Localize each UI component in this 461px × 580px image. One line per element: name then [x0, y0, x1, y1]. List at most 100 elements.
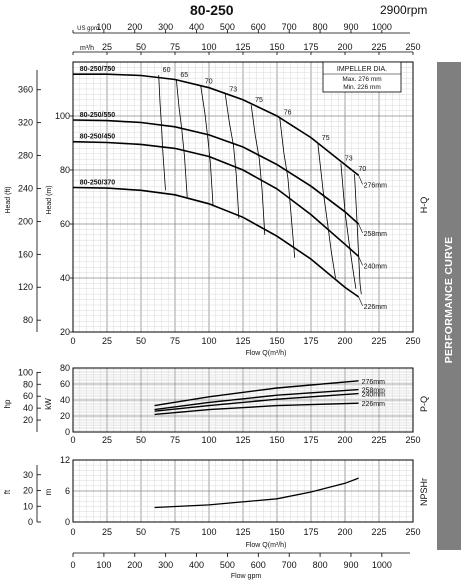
pq-hp-tick-label: 80: [23, 379, 33, 389]
pq-kw-tick-label: 0: [65, 427, 70, 437]
pq-hp-tick-label: 100: [18, 367, 33, 377]
top-m3h-tick-label: 150: [269, 42, 284, 52]
pq-hp-tick-label: 40: [23, 403, 33, 413]
npsh-flow-tick-label: 50: [136, 527, 146, 537]
pq-hp-tick-label: 60: [23, 391, 33, 401]
efficiency-curve: [176, 80, 188, 198]
efficiency-label: 73: [345, 155, 353, 162]
npsh-curve: [154, 477, 359, 509]
hq-flow-tick-label: 75: [170, 336, 180, 346]
pq-flow-tick-label: 225: [371, 435, 386, 445]
efficiency-label: 73: [229, 86, 237, 93]
impeller-legend-min: Min. 226 mm: [343, 84, 381, 91]
hq-flow-tick-label: 0: [70, 336, 75, 346]
power-curve-end-label: 226mm: [362, 401, 386, 408]
performance-curve-sidebar: [437, 62, 461, 550]
pq-kw-tick-label: 60: [60, 379, 70, 389]
head-curve-226mm: [72, 186, 360, 298]
head-curve-258mm: [72, 119, 360, 225]
top-m3h-tick-label: 100: [201, 42, 216, 52]
efficiency-label: 75: [322, 135, 330, 142]
pq-flow-tick-label: 25: [102, 435, 112, 445]
hq-flow-tick-label: 100: [201, 336, 216, 346]
top-usgpm-tick-label: 100: [96, 22, 111, 32]
hq-flow-tick-label: 125: [235, 336, 250, 346]
efficiency-label: 70: [205, 78, 213, 85]
head-curve-240mm: [72, 140, 360, 257]
bottom-gpm-tick-label: 300: [158, 560, 173, 570]
pq-flow-tick-label: 125: [235, 435, 250, 445]
npsh-frame: [72, 459, 414, 523]
top-m3h-unit-label: m³/h: [80, 45, 94, 52]
pq-flow-tick-label: 75: [170, 435, 180, 445]
top-usgpm-tick-label: 400: [189, 22, 204, 32]
top-m3h-tick-label: 50: [136, 42, 146, 52]
efficiency-curve: [200, 86, 214, 207]
npsh-flow-tick-label: 225: [371, 527, 386, 537]
top-usgpm-tick-label: 200: [127, 22, 142, 32]
efficiency-label: 76: [284, 109, 292, 116]
head-m-axis-label: Head (m): [46, 185, 53, 214]
head-ft-tick-label: 120: [18, 282, 33, 292]
top-usgpm-tick-label: 500: [220, 22, 235, 32]
head-m-tick-label: 80: [60, 165, 70, 175]
head-curve-name-label: 80-250/450: [80, 134, 116, 141]
npsh-flow-tick-label: 200: [337, 527, 352, 537]
pq-kw-tick-label: 80: [60, 363, 70, 373]
head-m-tick-label: 40: [60, 273, 70, 283]
power-curve-276mm: [154, 380, 359, 407]
top-m3h-tick-label: 75: [170, 42, 180, 52]
pq-flow-tick-label: 100: [201, 435, 216, 445]
npsh-side-label: NPSHr: [419, 478, 429, 506]
pq-flow-tick-label: 150: [269, 435, 284, 445]
npsh-flow-tick-label: 100: [201, 527, 216, 537]
head-m-tick-label: 20: [60, 327, 70, 337]
top-m3h-tick-label: 25: [102, 42, 112, 52]
pump-model-title: 80-250: [190, 2, 234, 18]
bottom-gpm-tick-label: 200: [127, 560, 142, 570]
top-usgpm-tick-label: 600: [251, 22, 266, 32]
bottom-gpm-tick-label: 400: [189, 560, 204, 570]
npsh-ft-tick-label: 0: [28, 517, 33, 527]
pq-side-label: P-Q: [419, 396, 429, 412]
bottom-gpm-tick-label: 1000: [372, 560, 392, 570]
power-curve-end-label: 276mm: [362, 379, 386, 386]
top-m3h-tick-label: 250: [405, 42, 420, 52]
top-m3h-tick-label: 225: [371, 42, 386, 52]
npsh-ft-tick-label: 30: [23, 470, 33, 480]
impeller-legend-max: Max. 276 mm: [342, 76, 381, 83]
hq-flow-axis-label: Flow Q(m³/h): [246, 350, 287, 357]
top-usgpm-unit-label: US gpm: [77, 26, 99, 32]
efficiency-curve: [224, 94, 240, 219]
efficiency-curve: [317, 142, 336, 279]
pq-kw-tick-label: 40: [60, 395, 70, 405]
head-curve-end-leader: [358, 175, 363, 185]
efficiency-label: 75: [255, 97, 263, 104]
pq-flow-tick-label: 175: [303, 435, 318, 445]
bottom-gpm-tick-label: 900: [343, 560, 358, 570]
bottom-gpm-tick-label: 700: [282, 560, 297, 570]
pump-speed-label: 2900rpm: [380, 3, 428, 17]
hq-flow-tick-label: 250: [405, 336, 420, 346]
pq-frame: [72, 367, 414, 433]
pq-kw-axis-label: kW: [44, 398, 53, 410]
efficiency-curve: [340, 163, 357, 289]
npsh-flow-tick-label: 0: [70, 527, 75, 537]
impeller-legend-box: [322, 61, 402, 93]
top-m3h-tick-label: 200: [337, 42, 352, 52]
head-curve-end-label: 258mm: [364, 231, 388, 238]
power-curve-end-label: 240mm: [362, 392, 386, 399]
head-ft-tick-label: 280: [18, 151, 33, 161]
efficiency-label: 60: [163, 67, 171, 74]
npsh-flow-tick-label: 125: [235, 527, 250, 537]
npsh-m-tick-label: 12: [60, 455, 70, 465]
top-usgpm-tick-label: 800: [313, 22, 328, 32]
top-m3h-tick-label: 125: [235, 42, 250, 52]
hq-flow-tick-label: 200: [337, 336, 352, 346]
npsh-m-tick-label: 0: [65, 517, 70, 527]
npsh-ft-tick-label: 20: [23, 486, 33, 496]
top-usgpm-tick-label: 300: [158, 22, 173, 32]
head-curve-end-leader: [358, 223, 363, 234]
head-curve-276mm: [73, 73, 360, 177]
